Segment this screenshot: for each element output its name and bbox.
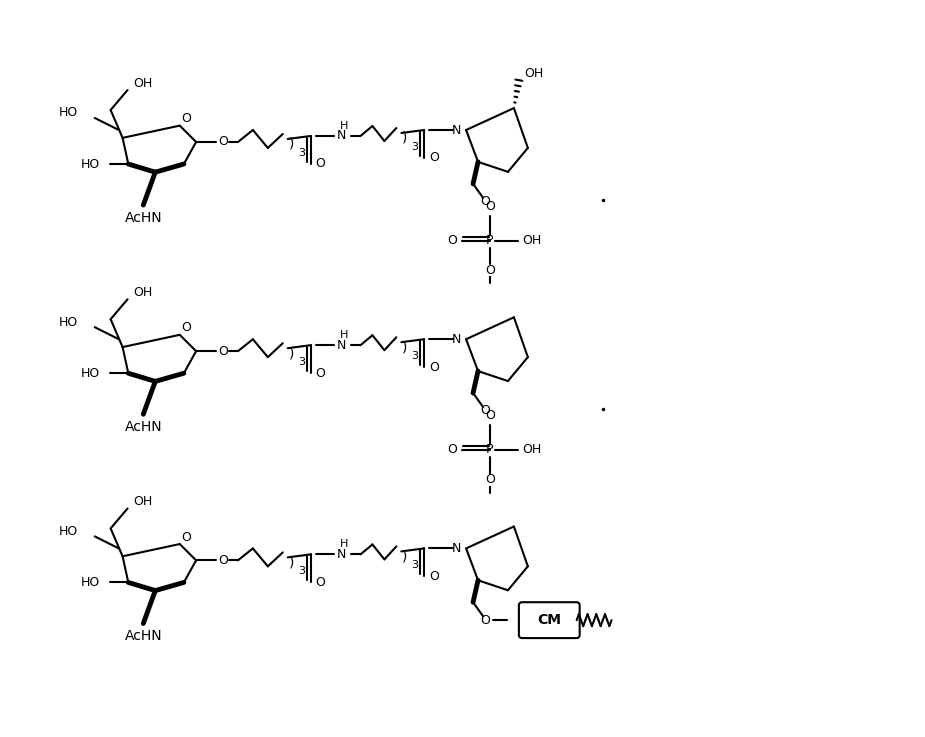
Text: ): )	[401, 340, 407, 354]
Text: N: N	[337, 548, 346, 561]
Text: O: O	[447, 234, 457, 247]
Text: O: O	[447, 443, 457, 456]
Text: ): )	[401, 131, 407, 145]
FancyBboxPatch shape	[519, 602, 580, 638]
Text: O: O	[429, 570, 439, 583]
Text: H: H	[340, 539, 349, 550]
Text: HO: HO	[58, 106, 78, 119]
Text: O: O	[485, 200, 495, 213]
Text: HO: HO	[81, 367, 101, 380]
Text: N: N	[451, 542, 461, 555]
Text: N: N	[337, 130, 346, 142]
Text: H: H	[340, 330, 349, 340]
Text: O: O	[315, 158, 326, 170]
Text: ): )	[289, 346, 294, 360]
Text: O: O	[480, 195, 490, 209]
Text: OH: OH	[523, 443, 541, 456]
Text: 3: 3	[411, 142, 418, 152]
Text: ): )	[289, 556, 294, 570]
Text: N: N	[451, 332, 461, 346]
Text: H: H	[340, 121, 349, 131]
Text: ): )	[289, 137, 294, 151]
Text: OH: OH	[133, 286, 152, 298]
Text: AcHN: AcHN	[125, 420, 162, 434]
Text: OH: OH	[133, 495, 152, 508]
Text: AcHN: AcHN	[125, 211, 162, 225]
Text: 3: 3	[298, 357, 305, 367]
Text: P: P	[487, 443, 494, 456]
Text: HO: HO	[81, 576, 101, 589]
Text: HO: HO	[81, 158, 101, 170]
Text: O: O	[180, 321, 191, 335]
Text: P: P	[487, 234, 494, 247]
Text: O: O	[315, 576, 326, 589]
Text: O: O	[429, 360, 439, 374]
Text: O: O	[218, 136, 228, 148]
Text: O: O	[480, 614, 490, 626]
Text: O: O	[315, 366, 326, 380]
Text: O: O	[485, 410, 495, 422]
Text: O: O	[180, 531, 191, 544]
Text: CM: CM	[537, 613, 561, 627]
Text: O: O	[480, 405, 490, 417]
Text: AcHN: AcHN	[125, 629, 162, 643]
Text: HO: HO	[58, 315, 78, 329]
Text: OH: OH	[523, 234, 541, 247]
Text: 3: 3	[298, 566, 305, 576]
Text: O: O	[218, 554, 228, 567]
Text: O: O	[218, 345, 228, 357]
Text: O: O	[180, 112, 191, 125]
Text: 3: 3	[298, 148, 305, 158]
Text: N: N	[451, 124, 461, 136]
Text: ): )	[401, 549, 407, 563]
Text: O: O	[485, 473, 495, 486]
Text: HO: HO	[58, 525, 78, 538]
Text: OH: OH	[133, 77, 152, 90]
Text: N: N	[337, 339, 346, 352]
Text: 3: 3	[411, 351, 418, 361]
Text: O: O	[429, 151, 439, 164]
Text: 3: 3	[411, 560, 418, 570]
Text: OH: OH	[524, 67, 544, 80]
Text: O: O	[485, 264, 495, 277]
